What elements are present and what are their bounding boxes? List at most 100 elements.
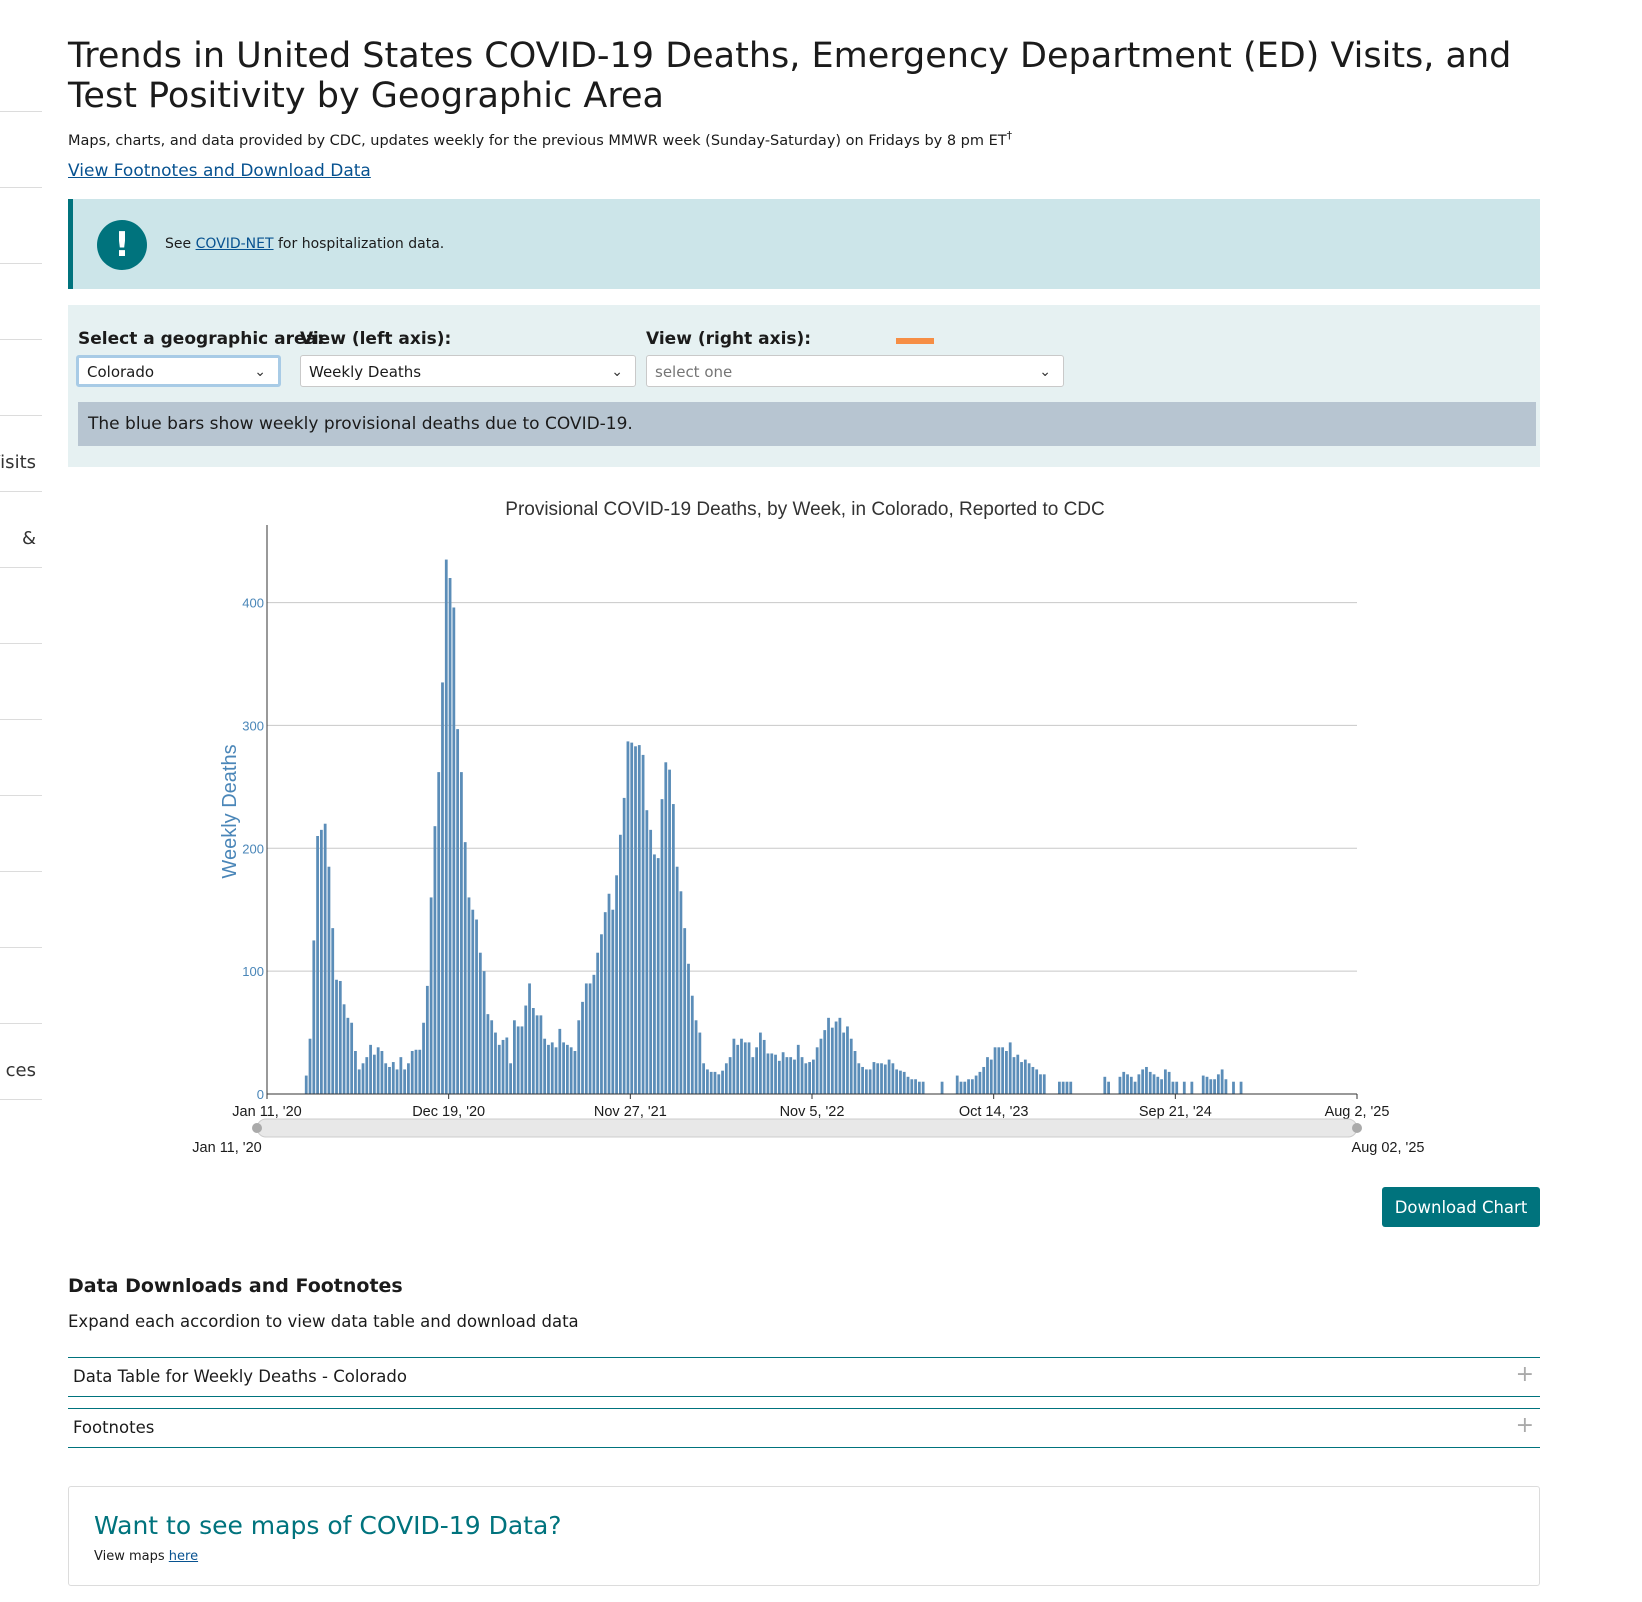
- bar: [562, 1042, 565, 1094]
- x-tick-label: Oct 14, '23: [959, 1104, 1029, 1120]
- left-axis-label: View (left axis):: [300, 328, 452, 349]
- bar: [717, 1074, 721, 1094]
- sidebar-item[interactable]: &: [0, 492, 42, 568]
- bar: [535, 1015, 539, 1094]
- bar: [868, 1069, 872, 1094]
- bar: [713, 1071, 717, 1094]
- bar: [520, 1026, 524, 1094]
- bar: [531, 1008, 535, 1094]
- bar: [736, 1044, 740, 1094]
- sidebar-item[interactable]: [0, 36, 42, 112]
- chart-title: Provisional COVID-19 Deaths, by Week, in…: [505, 499, 1104, 520]
- bar: [743, 1042, 747, 1094]
- bar: [694, 1020, 698, 1094]
- bar: [698, 1032, 702, 1094]
- bar: [615, 875, 618, 1094]
- bar: [391, 1062, 395, 1094]
- bar: [989, 1059, 993, 1094]
- bar: [709, 1071, 713, 1094]
- sidebar-item[interactable]: [0, 644, 42, 720]
- geo-area-select[interactable]: Colorado ⌄: [76, 354, 281, 387]
- bar: [1031, 1066, 1035, 1094]
- bar: [982, 1066, 986, 1094]
- right-axis-select[interactable]: select one ⌄: [646, 354, 1064, 387]
- geo-area-value: Colorado: [87, 362, 155, 381]
- chart-description: The blue bars show weekly provisional de…: [78, 401, 1536, 446]
- bar: [1160, 1079, 1163, 1094]
- bar: [323, 823, 327, 1094]
- bar: [422, 1022, 425, 1094]
- bar: [565, 1044, 569, 1094]
- bar: [626, 741, 630, 1094]
- sidebar-item[interactable]: [0, 948, 42, 1024]
- bar: [308, 1038, 312, 1094]
- bar: [910, 1079, 914, 1094]
- sidebar-item[interactable]: [0, 872, 42, 948]
- bar: [728, 1057, 732, 1094]
- bar: [497, 1044, 501, 1094]
- view-footnotes-link[interactable]: View Footnotes and Download Data: [68, 160, 371, 181]
- bar: [842, 1032, 846, 1094]
- date-range-slider[interactable]: Jan 11, '20 Aug 02, '25: [192, 1118, 1424, 1156]
- sidebar-item-label: &: [21, 528, 36, 549]
- accordion-data-table[interactable]: Data Table for Weekly Deaths - Colorado …: [68, 1357, 1540, 1397]
- bar: [690, 995, 694, 1094]
- sidebar-item[interactable]: [0, 188, 42, 264]
- slider-track[interactable]: [256, 1118, 1358, 1138]
- bar: [880, 1063, 883, 1094]
- bar: [759, 1032, 762, 1094]
- chart-axes: 0 100 200 300 400 Jan 11, '20 Dec 19, '20 Nov 2…: [232, 525, 1389, 1120]
- sidebar-item[interactable]: Visits: [0, 416, 42, 492]
- covid-net-link[interactable]: COVID-NET: [195, 235, 274, 252]
- bar: [891, 1063, 895, 1094]
- bar: [645, 810, 649, 1094]
- bar: [895, 1069, 899, 1094]
- bar: [774, 1054, 777, 1094]
- bar: [1205, 1076, 1209, 1094]
- bar: [634, 746, 637, 1094]
- bar: [1005, 1051, 1008, 1094]
- main-content: Trends in United States COVID-19 Deaths,…: [68, 0, 1540, 467]
- bar: [1190, 1081, 1194, 1094]
- chart-controls: Select a geographic area: Colorado ⌄ Vie…: [68, 304, 1540, 467]
- sidebar-item[interactable]: [0, 264, 42, 340]
- bar: [1220, 1069, 1224, 1094]
- bar: [815, 1047, 819, 1094]
- bar: [641, 754, 645, 1094]
- bar: [365, 1057, 369, 1094]
- bar: [490, 1020, 494, 1094]
- accordion-footnotes[interactable]: Footnotes +: [68, 1408, 1540, 1448]
- bar: [804, 1063, 808, 1094]
- left-axis-value: Weekly Deaths: [309, 362, 422, 381]
- bar: [970, 1079, 974, 1094]
- bar: [1126, 1074, 1129, 1094]
- bar: [581, 1001, 584, 1094]
- bar: [1039, 1074, 1042, 1094]
- bar: [1107, 1081, 1110, 1094]
- chart-bars: [304, 559, 1243, 1094]
- x-tick-label: Dec 19, '20: [412, 1104, 485, 1120]
- slider-handle-start[interactable]: [252, 1123, 262, 1133]
- bar: [350, 1022, 354, 1094]
- bar: [414, 1049, 418, 1094]
- bar: [781, 1052, 785, 1094]
- left-axis-select[interactable]: Weekly Deaths ⌄: [300, 354, 636, 387]
- bar: [679, 891, 683, 1094]
- sidebar-item[interactable]: ces: [0, 1024, 42, 1100]
- sidebar-item[interactable]: [0, 112, 42, 188]
- bar: [403, 1069, 407, 1094]
- bar: [577, 1020, 581, 1094]
- sidebar-item[interactable]: [0, 720, 42, 796]
- bar: [1209, 1079, 1213, 1094]
- bar: [478, 952, 482, 1094]
- maps-here-link[interactable]: here: [168, 1549, 199, 1564]
- download-chart-button[interactable]: Download Chart: [1382, 1187, 1540, 1227]
- sidebar-item[interactable]: [0, 568, 42, 644]
- y-tick-label: 100: [242, 964, 264, 979]
- sidebar-item[interactable]: [0, 340, 42, 416]
- accordion-label: Data Table for Weekly Deaths - Colorado: [73, 1367, 407, 1386]
- sidebar-item[interactable]: [0, 796, 42, 872]
- bar: [668, 769, 671, 1094]
- slider-handle-end[interactable]: [1352, 1123, 1362, 1133]
- bar: [376, 1047, 380, 1094]
